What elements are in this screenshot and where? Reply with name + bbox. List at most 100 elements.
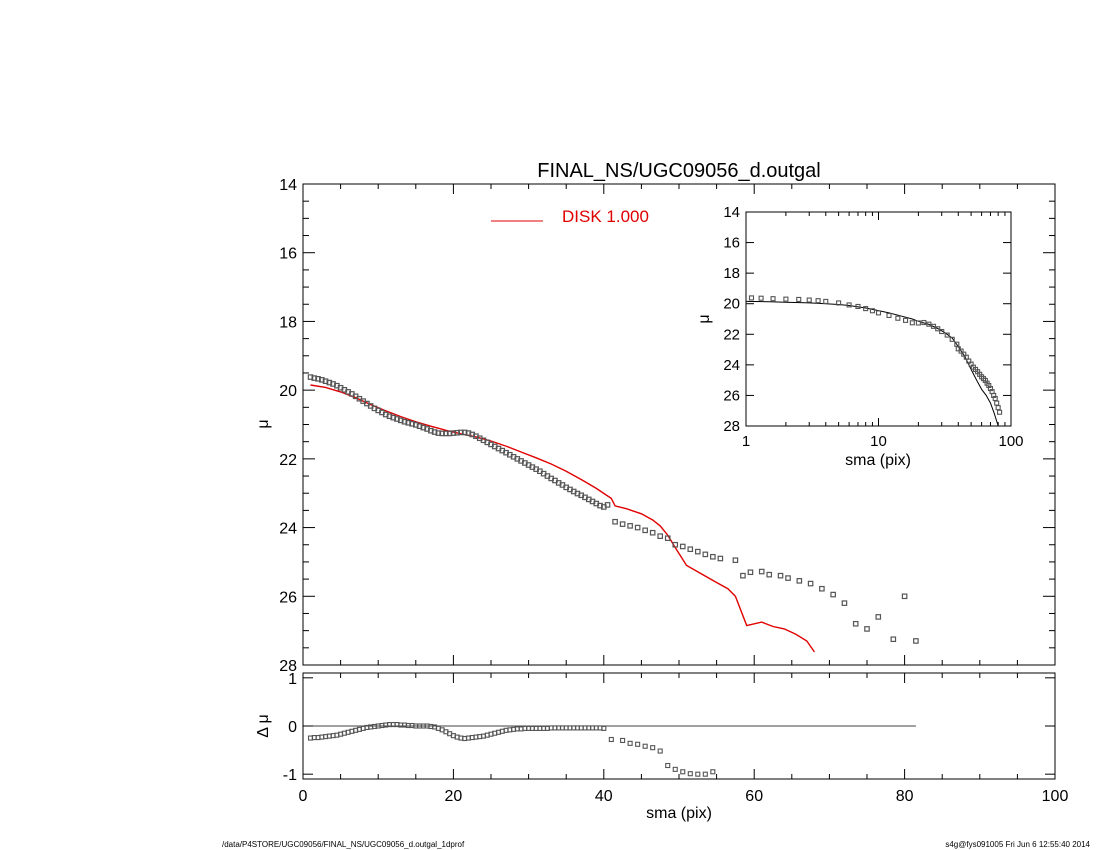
inset-observed-point <box>875 310 882 316</box>
inset-observed-point <box>935 326 941 332</box>
inset-observed-point <box>926 321 932 327</box>
main-observed-point <box>841 600 848 606</box>
inset-ytick-label: 26 <box>723 387 740 404</box>
main-observed-point <box>597 502 603 509</box>
inset-observed-point <box>995 405 1001 411</box>
main-observed-point <box>819 585 825 592</box>
main-observed-point <box>807 580 814 587</box>
residual-point <box>601 725 607 731</box>
main-observed-point <box>758 568 765 575</box>
residual-ytick-label: 1 <box>288 671 297 688</box>
inset-observed-series <box>748 295 1003 415</box>
inset-observed-point <box>954 341 960 347</box>
inset-observed-point <box>796 296 802 302</box>
main-ytick-label: 26 <box>279 589 297 606</box>
main-observed-point <box>717 555 724 562</box>
main-observed-point <box>612 518 618 525</box>
main-tick-labels: 14 16 18 20 22 24 26 28 <box>279 177 297 675</box>
residual-point <box>672 766 678 772</box>
residual-point <box>635 741 641 747</box>
inset-ytick-label: 22 <box>723 326 740 343</box>
inset-observed-point <box>994 400 1000 406</box>
main-observed-point <box>830 591 836 598</box>
main-observed-point <box>428 427 434 434</box>
inset-xtick-label: 10 <box>870 433 887 450</box>
main-observed-point <box>394 416 400 422</box>
residual-point <box>642 743 648 749</box>
main-observed-point <box>657 533 664 539</box>
residual-point <box>608 736 614 743</box>
main-observed-point <box>679 543 686 550</box>
main-observed-point <box>315 376 321 382</box>
inset-ytick-label: 16 <box>723 235 740 252</box>
main-observed-point <box>672 541 679 548</box>
main-observed-point <box>431 429 438 435</box>
main-model-series <box>310 384 815 653</box>
inset-observed-point <box>949 336 955 342</box>
main-observed-point <box>627 523 633 529</box>
inset-ytick-label: 24 <box>723 357 740 374</box>
inset-observed-point <box>783 296 789 302</box>
main-observed-point <box>420 424 427 431</box>
main-observed-point <box>649 529 656 536</box>
inset-observed-point <box>806 297 812 303</box>
main-observed-point <box>413 422 419 428</box>
main-observed-point <box>687 546 694 553</box>
main-observed-point <box>710 553 716 560</box>
inset-observed-point <box>958 348 964 354</box>
main-observed-point <box>740 572 746 579</box>
main-observed-point <box>642 527 648 534</box>
main-observed-point <box>454 429 460 436</box>
residual-point <box>620 737 626 744</box>
residual-point <box>702 771 708 777</box>
inset-observed-point <box>902 317 909 323</box>
main-observed-point <box>443 430 449 437</box>
main-observed-point <box>785 575 791 581</box>
residual-tick-labels: 0 20 40 60 80 100-101 <box>283 671 1069 805</box>
main-observed-point <box>450 430 457 436</box>
inset-panel: 1 10 100 14 16 18 20 22 24 26 28 μ sma (pix) <box>696 204 1024 469</box>
inset-model-series <box>745 300 999 427</box>
residual-point <box>627 740 633 746</box>
main-ytick-label: 28 <box>279 658 297 675</box>
residual-ytick-label: 0 <box>288 719 297 736</box>
residual-xtick-label: 40 <box>595 788 613 805</box>
inset-tick-labels: 1 10 100 14 16 18 20 22 24 26 28 <box>723 204 1023 450</box>
residual-ytick-label: -1 <box>283 767 297 784</box>
inset-observed-point <box>823 298 829 304</box>
main-observed-point <box>890 636 897 643</box>
inset-observed-point <box>748 295 755 301</box>
main-observed-point <box>619 521 626 527</box>
main-observed-point <box>322 378 329 385</box>
main-observed-point <box>439 430 445 437</box>
residual-xtick-label: 0 <box>299 788 308 805</box>
inset-xtick-label: 1 <box>742 433 750 450</box>
inset-observed-point <box>915 320 921 326</box>
main-ytick-label: 18 <box>279 314 297 331</box>
residual-point <box>657 748 663 754</box>
legend: DISK 1.000 <box>491 207 649 226</box>
inset-ytick-label: 18 <box>723 265 740 282</box>
inset-ticks <box>745 211 1012 427</box>
footer-right: s4g@fys091005 Fri Jun 6 12:55:40 2014 <box>945 840 1090 849</box>
main-observed-point <box>409 421 415 427</box>
main-observed-point <box>397 417 404 424</box>
main-observed-point <box>913 638 919 644</box>
main-ticks <box>302 183 1056 666</box>
residual-point <box>650 745 656 751</box>
inset-observed-point <box>758 295 764 301</box>
main-observed-point <box>864 626 870 632</box>
main-observed-point <box>732 557 739 564</box>
main-ylabel: μ <box>255 419 272 428</box>
inset-observed-point <box>886 312 892 319</box>
residual-ylabel: Δ μ <box>255 714 272 737</box>
residual-point <box>687 771 693 777</box>
residual-xtick-label: 100 <box>1042 788 1069 805</box>
residual-panel: 0 20 40 60 80 100-101 Δ μ sma (pix) <box>255 671 1068 822</box>
main-observed-point <box>796 578 803 584</box>
main-observed-point <box>461 429 468 436</box>
inset-xtick-label: 100 <box>998 433 1023 450</box>
inset-ylabel: μ <box>696 314 713 323</box>
main-panel: 14 16 18 20 22 24 26 28 μ DISK 1.000 <box>255 177 1056 675</box>
main-observed-point <box>405 419 412 426</box>
